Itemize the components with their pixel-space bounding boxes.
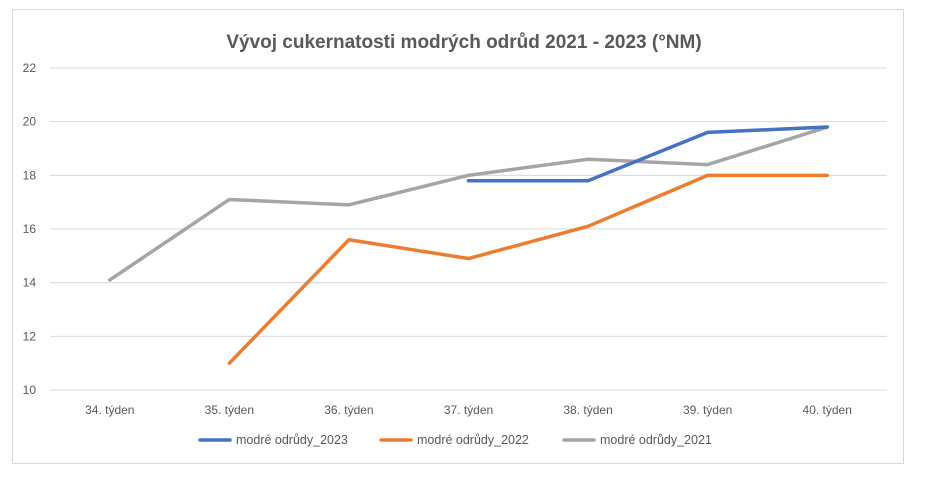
series-line-1 [227,173,829,365]
y-tick-label: 22 [23,61,37,75]
x-tick-label: 39. týden [683,403,732,417]
legend: modré odrůdy_2023 modré odrůdy_2022 modré … [198,433,712,447]
gridlines [50,67,887,391]
legend-label: modré odrůdy_2021 [600,433,712,447]
y-tick-label: 14 [23,276,37,290]
x-tick-label: 38. týden [563,403,612,417]
x-tick-label: 40. týden [803,403,852,417]
legend-label: modré odrůdy_2022 [417,433,529,447]
x-tick-label: 34. týden [85,403,134,417]
chart-frame [12,9,904,464]
x-tick-label: 37. týden [444,403,493,417]
y-tick-label: 16 [23,222,37,236]
x-axis-ticks: 34. týden 35. týden 36. týden 37. týden 38. … [85,403,852,417]
y-tick-label: 18 [23,168,37,182]
series-lines [108,125,829,365]
series-line-0 [466,125,829,183]
y-axis-ticks: 10 12 14 16 18 20 22 [23,61,37,397]
chart-title: Vývoj cukernatosti modrých odrůd 2021 - … [226,32,701,53]
y-tick-label: 12 [23,329,37,343]
y-tick-label: 10 [23,383,37,397]
x-tick-label: 35. týden [205,403,254,417]
legend-label: modré odrůdy_2023 [236,433,348,447]
y-tick-label: 20 [23,115,37,129]
x-tick-label: 36. týden [324,403,373,417]
